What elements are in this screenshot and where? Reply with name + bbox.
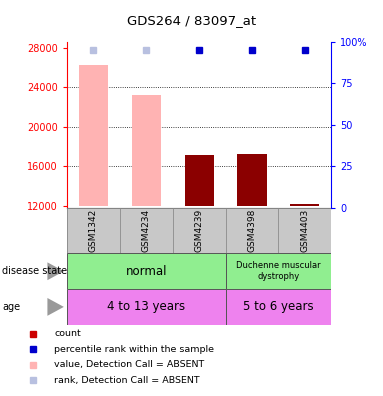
Bar (79, 65, 108, 206)
Polygon shape (47, 298, 64, 316)
Text: rank, Detection Call = ABSENT: rank, Detection Call = ABSENT (54, 376, 200, 385)
Text: percentile rank within the sample: percentile rank within the sample (54, 345, 214, 354)
Bar (185, 155, 214, 206)
Bar (278, 208, 331, 253)
Text: GSM4398: GSM4398 (247, 209, 257, 252)
Text: normal: normal (126, 265, 167, 278)
Bar (67, 208, 120, 253)
Text: count: count (54, 329, 81, 338)
Bar (226, 253, 331, 289)
Text: GSM1342: GSM1342 (89, 209, 98, 252)
Text: disease state: disease state (2, 266, 67, 276)
Bar (290, 204, 319, 206)
Text: Duchenne muscular
dystrophy: Duchenne muscular dystrophy (236, 261, 321, 281)
Bar (173, 208, 226, 253)
Bar (67, 289, 226, 325)
Text: value, Detection Call = ABSENT: value, Detection Call = ABSENT (54, 360, 205, 369)
Text: GSM4234: GSM4234 (142, 209, 151, 252)
Text: GSM4239: GSM4239 (195, 209, 204, 252)
Text: 5 to 6 years: 5 to 6 years (243, 301, 314, 313)
Text: GDS264 / 83097_at: GDS264 / 83097_at (127, 14, 256, 27)
Bar (67, 253, 226, 289)
Bar (226, 208, 278, 253)
Text: GSM4403: GSM4403 (300, 209, 309, 252)
Text: 4 to 13 years: 4 to 13 years (107, 301, 185, 313)
Polygon shape (47, 262, 64, 280)
Bar (226, 289, 331, 325)
Bar (132, 95, 161, 206)
Bar (120, 208, 173, 253)
Bar (237, 154, 267, 206)
Text: age: age (2, 302, 20, 312)
